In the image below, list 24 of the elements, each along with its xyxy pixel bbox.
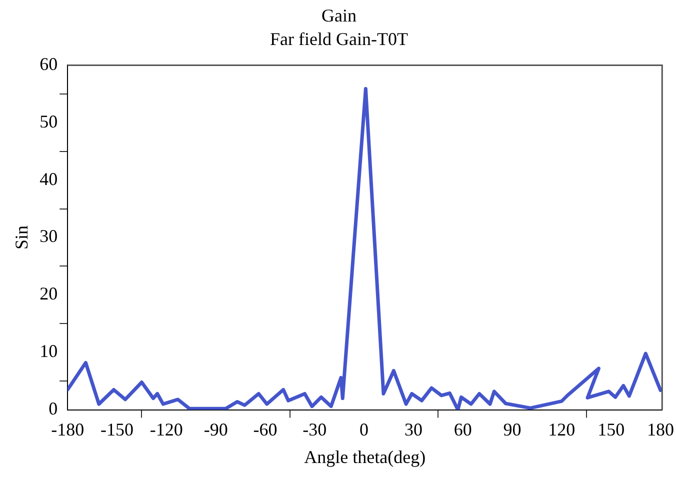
x-tick-label: -90 [204, 419, 228, 440]
x-tick-label: 60 [454, 419, 472, 440]
chart-subtitle: Far field Gain-T0T [270, 29, 408, 50]
x-tick-label: 0 [360, 419, 369, 440]
y-tick-label: 10 [40, 341, 58, 362]
y-axis-title: Sin [12, 225, 32, 250]
y-tick-label: 60 [40, 54, 58, 74]
x-tick-label: -60 [253, 419, 278, 440]
y-tick-label: 40 [40, 168, 58, 189]
x-tick-label: 120 [548, 419, 576, 440]
x-tick-label: -180 [51, 419, 84, 440]
y-tick-label: 20 [40, 284, 58, 304]
x-tick-label: 180 [646, 419, 674, 440]
y-tick-label: 50 [40, 111, 58, 132]
x-axis-title: Angle theta(deg) [304, 446, 426, 467]
x-tick-label: -30 [302, 419, 327, 440]
x-tick-label: 30 [404, 419, 422, 440]
chart-title: Gain [322, 6, 356, 26]
x-tick-label: -150 [100, 419, 134, 440]
x-tick-label: -120 [150, 419, 183, 440]
y-tick-label: 30 [40, 226, 58, 246]
x-tick-label: 150 [598, 419, 625, 440]
y-tick-label: 0 [48, 398, 58, 419]
x-tick-label: 90 [503, 419, 522, 440]
